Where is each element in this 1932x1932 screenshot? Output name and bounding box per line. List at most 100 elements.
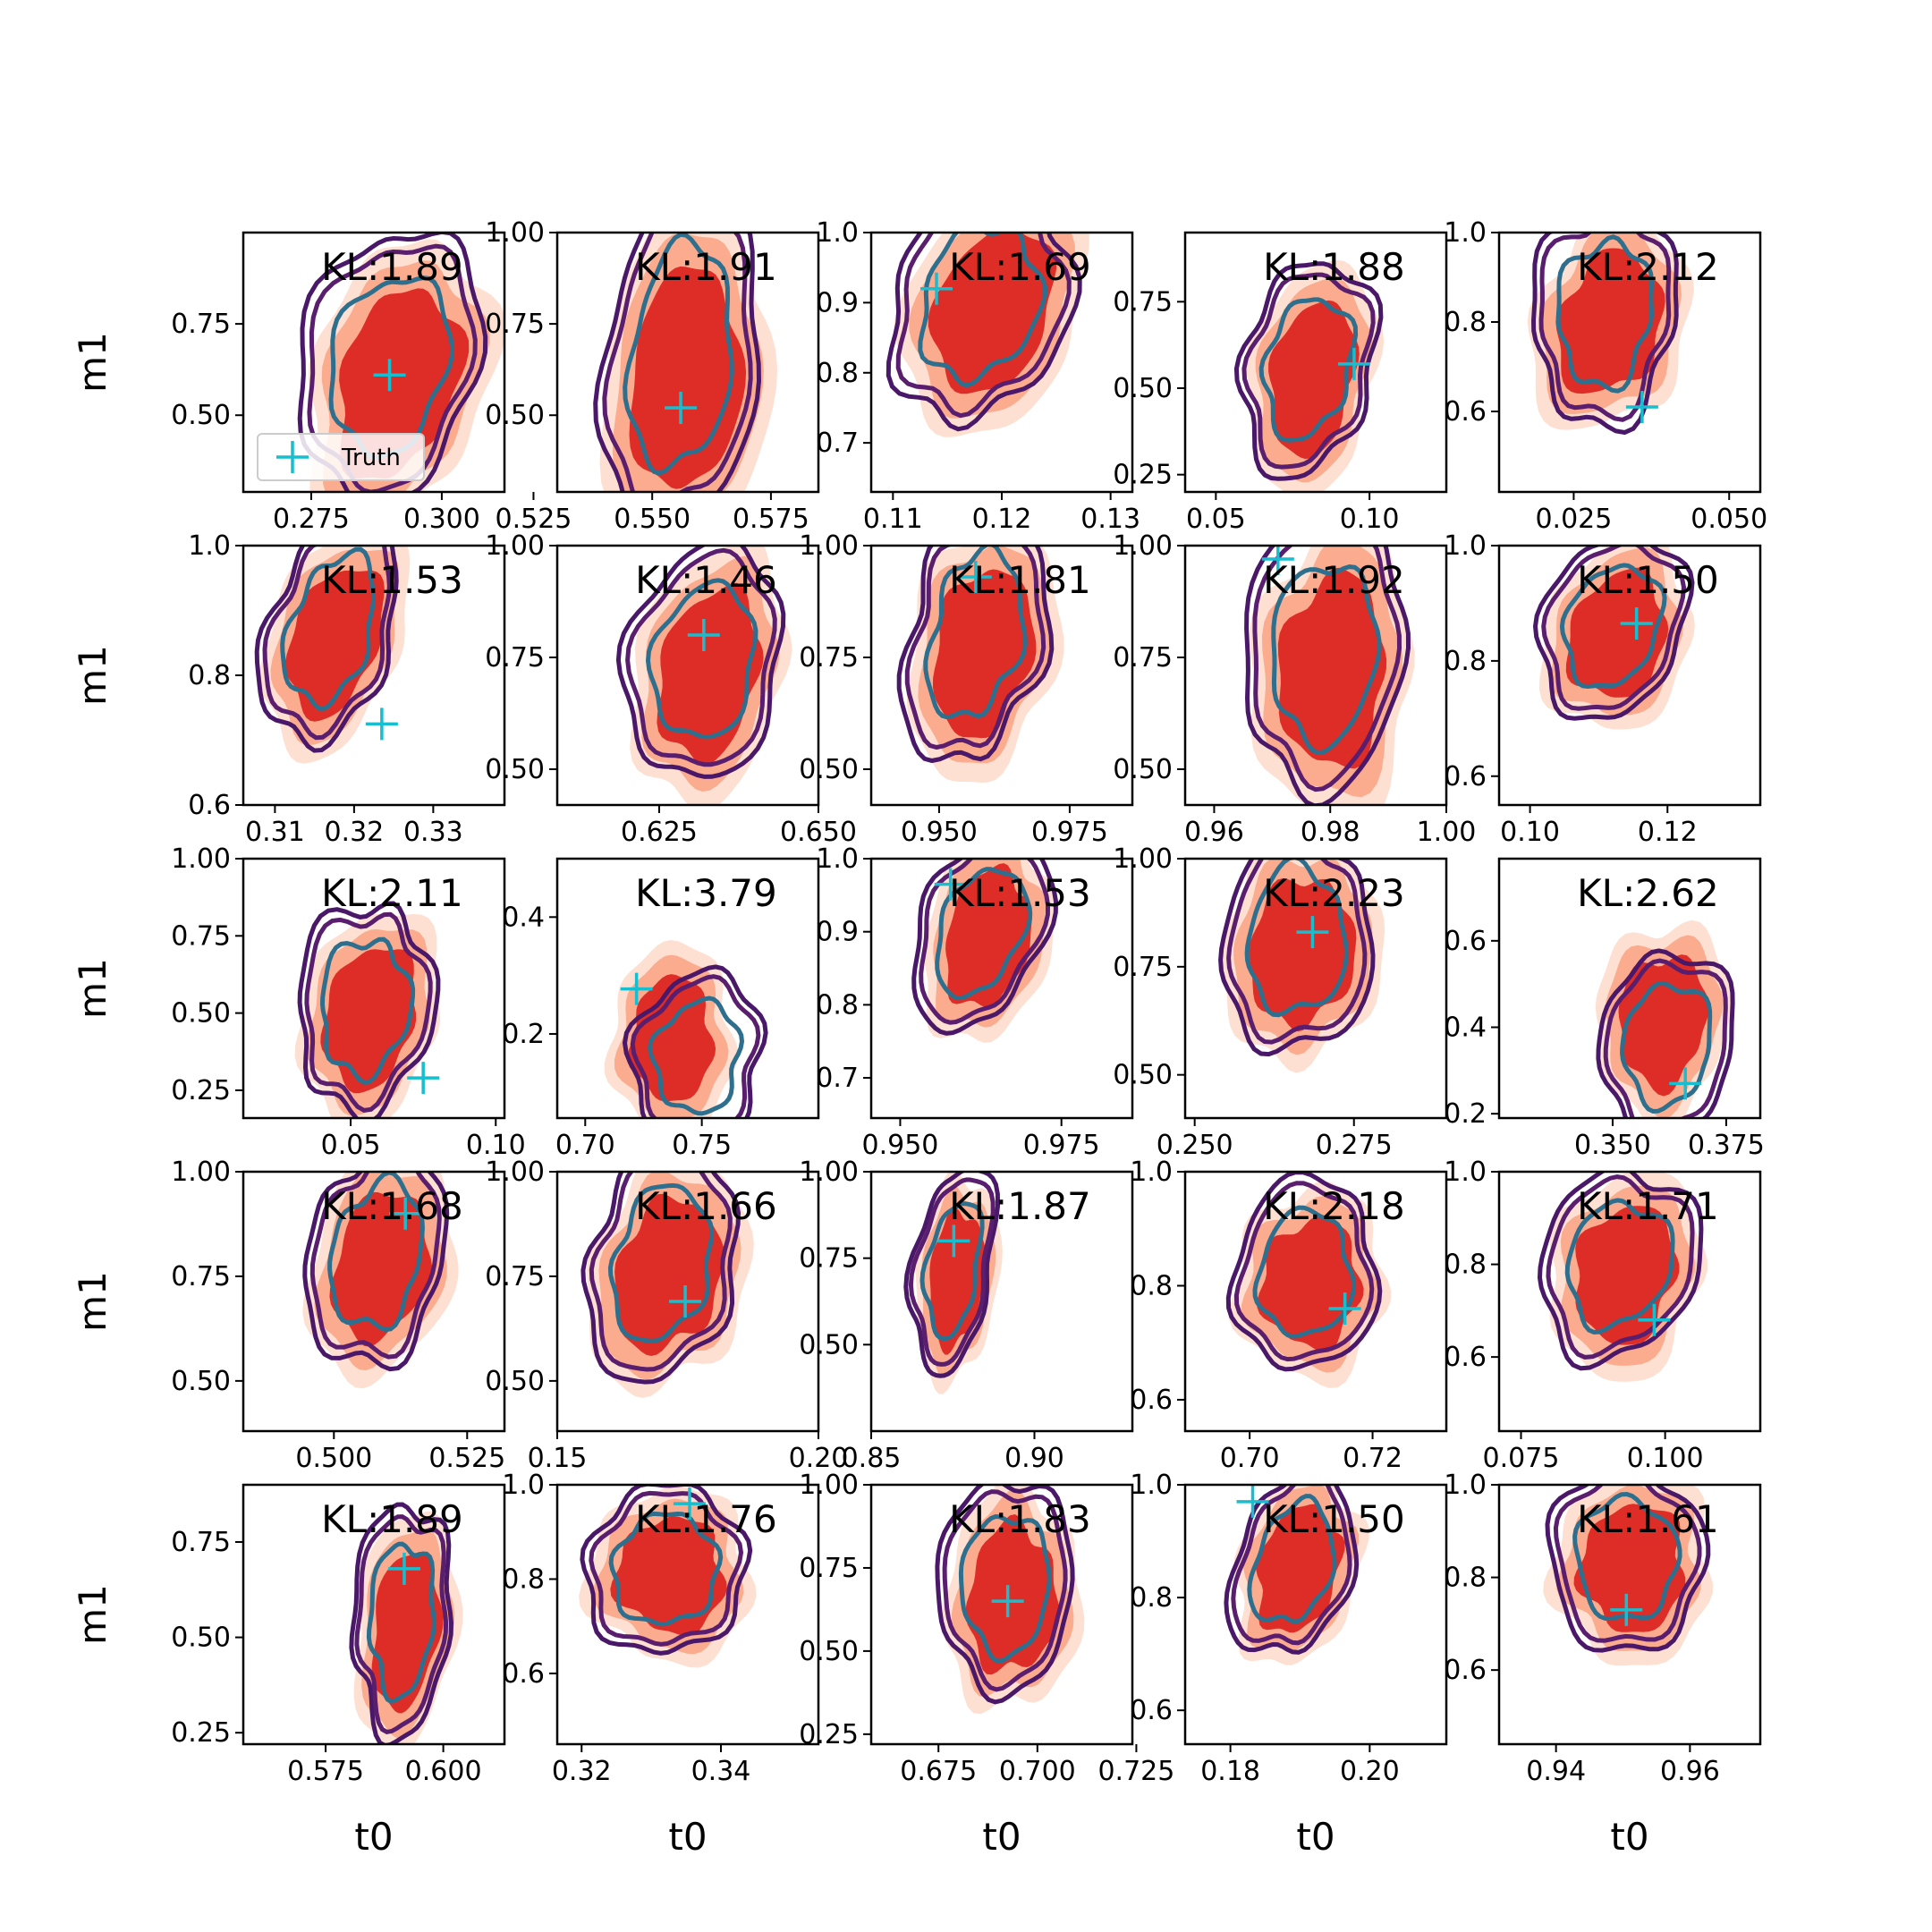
contour-line-mid — [942, 1489, 1068, 1692]
x-tick-label: 0.18 — [1200, 1756, 1260, 1787]
truth-marker — [1328, 1292, 1361, 1325]
y-tick-label: 1.0 — [816, 217, 859, 249]
contour-line-inner — [623, 233, 734, 476]
panel-16: KL:1.68 0.500 0.525 1.00 0.75 0.50 m1 — [71, 1157, 506, 1474]
contour-line-mid — [1241, 272, 1376, 470]
panel-contours — [1595, 919, 1735, 1118]
x-tick-label: 0.31 — [245, 817, 305, 848]
density-fill-inner — [1256, 1504, 1345, 1633]
contour-line-inner — [648, 996, 745, 1116]
x-tick-label: 0.100 — [1627, 1443, 1704, 1474]
y-tick-label: 0.75 — [799, 642, 859, 674]
contour-line-inner — [608, 1511, 724, 1627]
x-tick-label: 0.650 — [780, 817, 857, 848]
y-tick-label: 0.75 — [485, 309, 545, 340]
y-tick-label: 0.50 — [1113, 373, 1173, 404]
y-tick-label: 0.50 — [171, 1366, 231, 1397]
y-tick-label: 1.00 — [485, 530, 545, 562]
contour-line-mid — [1603, 958, 1728, 1118]
x-tick-label: 0.34 — [691, 1756, 751, 1787]
y-tick-label: 1.00 — [799, 530, 859, 562]
y-tick-label: 0.9 — [816, 917, 859, 948]
y-tick-label: 0.8 — [502, 1563, 545, 1595]
contour-line-outer — [297, 901, 441, 1118]
truth-marker — [665, 392, 698, 425]
y-tick-label: 0.75 — [799, 1553, 859, 1584]
panel-contours — [1537, 1172, 1707, 1382]
panel-contours — [254, 546, 411, 764]
panel-24: KL:1.50 0.18 0.20 1.0 0.8 0.6 t0 — [1130, 1470, 1448, 1859]
y-tick-label: 0.50 — [799, 1329, 859, 1360]
contour-line-mid — [1233, 1181, 1375, 1362]
x-tick-label: 0.75 — [672, 1130, 732, 1161]
panel-frame — [242, 1170, 506, 1433]
density-fill-inner — [320, 949, 417, 1094]
panel-frame — [1183, 1170, 1448, 1433]
y-tick-label: 0.75 — [171, 1527, 231, 1558]
contour-line-outer — [911, 859, 1059, 1036]
density-fill-inner — [1555, 248, 1665, 394]
truth-marker — [934, 868, 967, 901]
density-fill-inner — [1249, 877, 1357, 1032]
x-tick-label: 0.250 — [1157, 1130, 1233, 1161]
panel-frame — [1497, 857, 1762, 1120]
y-tick-label: 0.50 — [485, 754, 545, 785]
x-tick-label: 0.05 — [321, 1130, 381, 1161]
x-tick-label: 0.950 — [901, 817, 978, 848]
truth-marker — [673, 1487, 706, 1521]
kl-label: KL:1.83 — [949, 1497, 1091, 1541]
y-tick-label: 0.8 — [816, 358, 859, 389]
x-tick-label: 0.11 — [863, 504, 923, 535]
x-tick-label: 0.275 — [1316, 1130, 1393, 1161]
contour-line-mid — [919, 859, 1051, 1025]
contour-line-inner — [1559, 563, 1667, 690]
contour-line-outer — [593, 233, 762, 492]
x-tick-label: 0.32 — [552, 1756, 612, 1787]
panel-frame — [1183, 231, 1448, 494]
y-tick-label: 0.75 — [485, 1261, 545, 1292]
truth-marker — [687, 619, 720, 651]
panel-contours — [294, 901, 441, 1118]
truth-marker — [373, 359, 406, 392]
kl-label: KL:1.46 — [635, 558, 777, 602]
contour-line-mid — [904, 546, 1046, 750]
panel-4: KL:1.88 0.05 0.10 0.75 0.50 0.25 — [1113, 231, 1448, 535]
contour-line-mid — [908, 1177, 996, 1367]
y-tick-label: 0.8 — [1444, 1250, 1487, 1281]
density-fill-inner — [932, 569, 1037, 739]
density-fill-inner — [329, 1191, 433, 1347]
contour-line-inner — [645, 578, 758, 740]
panel-contours — [1218, 859, 1385, 1073]
kl-label: KL:1.50 — [1263, 1497, 1405, 1541]
y-tick-label: 1.00 — [1113, 530, 1173, 562]
panel-10: KL:1.50 0.10 0.12 1.0 0.8 0.6 — [1444, 530, 1762, 848]
y-tick-label: 1.0 — [1444, 530, 1487, 562]
density-fill-inner — [1277, 567, 1387, 769]
panel-23: KL:1.83 0.675 0.700 0.725 1.00 0.75 0.50 0.25 t0 — [799, 1470, 1174, 1859]
y-tick-label: 0.8 — [816, 989, 859, 1021]
panel-5: KL:2.12 0.025 0.050 1.0 0.8 0.6 — [1444, 217, 1767, 535]
contour-line-outer — [1244, 546, 1411, 805]
density-fill-inner — [371, 1552, 444, 1714]
density-fill-inner — [928, 233, 1057, 394]
contour-line-mid — [307, 243, 478, 492]
contour-line-inner — [1258, 297, 1359, 443]
panel-contours — [593, 233, 778, 492]
truth-marker — [937, 1224, 970, 1258]
x-tick-label: 0.10 — [1500, 817, 1560, 848]
x-axis-title: t0 — [1610, 1815, 1648, 1859]
panel-contours — [615, 546, 792, 805]
contour-line-inner — [607, 1182, 715, 1343]
x-tick-label: 0.85 — [842, 1443, 902, 1474]
y-tick-label: 0.6 — [1444, 761, 1487, 792]
kl-label: KL:1.91 — [635, 245, 777, 289]
kl-label: KL:1.50 — [1577, 558, 1719, 602]
x-tick-label: 0.350 — [1574, 1130, 1651, 1161]
y-tick-label: 0.6 — [502, 1658, 545, 1690]
panel-frame — [1497, 231, 1762, 494]
y-tick-label: 0.75 — [1113, 286, 1173, 318]
panel-contours — [886, 233, 1089, 437]
kl-label: KL:2.12 — [1577, 245, 1719, 289]
panel-frame — [1183, 1483, 1448, 1746]
x-tick-label: 0.675 — [900, 1756, 977, 1787]
